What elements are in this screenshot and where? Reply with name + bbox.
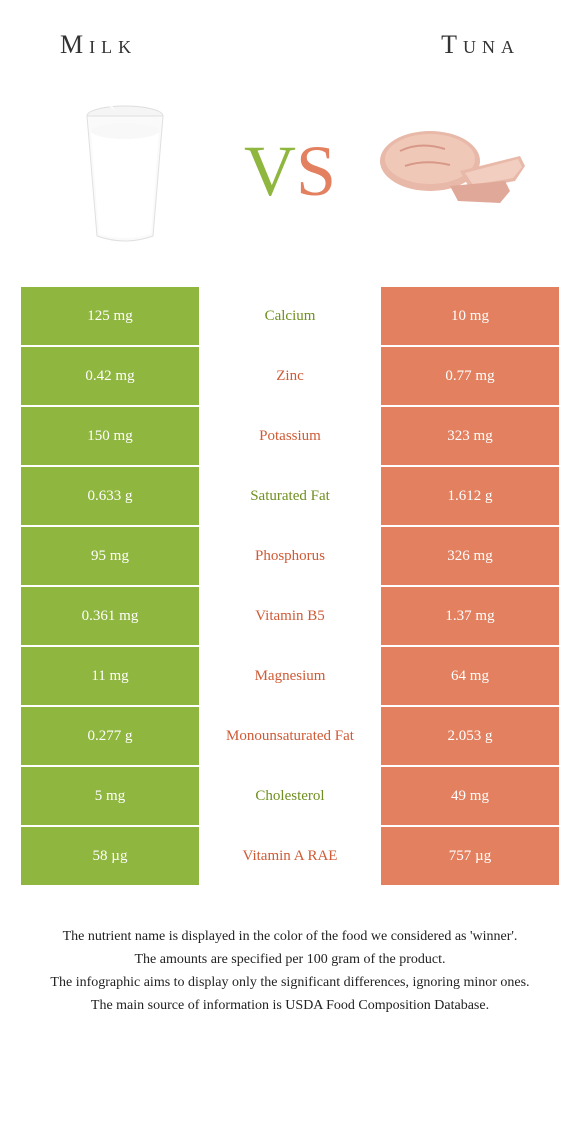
cell-left-value: 125 mg <box>20 286 200 346</box>
food-title-left: Milk <box>60 30 137 60</box>
tuna-image <box>370 86 540 256</box>
footnote-line: The infographic aims to display only the… <box>30 972 550 993</box>
footnote: The nutrient name is displayed in the co… <box>20 926 560 1016</box>
table-row: 150 mgPotassium323 mg <box>20 406 560 466</box>
cell-right-value: 323 mg <box>380 406 560 466</box>
cell-right-value: 0.77 mg <box>380 346 560 406</box>
table-row: 125 mgCalcium10 mg <box>20 286 560 346</box>
vs-s: S <box>296 130 336 213</box>
cell-left-value: 0.361 mg <box>20 586 200 646</box>
table-row: 11 mgMagnesium64 mg <box>20 646 560 706</box>
cell-left-value: 0.633 g <box>20 466 200 526</box>
cell-nutrient-label: Monounsaturated Fat <box>200 706 380 766</box>
cell-left-value: 0.277 g <box>20 706 200 766</box>
cell-right-value: 326 mg <box>380 526 560 586</box>
cell-right-value: 49 mg <box>380 766 560 826</box>
header-row: Milk Tuna <box>20 20 560 76</box>
table-row: 58 µgVitamin A RAE757 µg <box>20 826 560 886</box>
cell-nutrient-label: Saturated Fat <box>200 466 380 526</box>
table-row: 0.633 gSaturated Fat1.612 g <box>20 466 560 526</box>
cell-right-value: 1.612 g <box>380 466 560 526</box>
cell-left-value: 0.42 mg <box>20 346 200 406</box>
images-row: VS <box>20 76 560 286</box>
milk-image <box>40 86 210 256</box>
nutrient-table: 125 mgCalcium10 mg0.42 mgZinc0.77 mg150 … <box>20 286 560 886</box>
cell-right-value: 757 µg <box>380 826 560 886</box>
cell-left-value: 11 mg <box>20 646 200 706</box>
footnote-line: The main source of information is USDA F… <box>30 995 550 1016</box>
cell-right-value: 1.37 mg <box>380 586 560 646</box>
table-row: 5 mgCholesterol49 mg <box>20 766 560 826</box>
cell-nutrient-label: Potassium <box>200 406 380 466</box>
cell-left-value: 58 µg <box>20 826 200 886</box>
cell-nutrient-label: Calcium <box>200 286 380 346</box>
cell-nutrient-label: Vitamin B5 <box>200 586 380 646</box>
table-row: 95 mgPhosphorus326 mg <box>20 526 560 586</box>
cell-nutrient-label: Magnesium <box>200 646 380 706</box>
cell-left-value: 95 mg <box>20 526 200 586</box>
cell-right-value: 64 mg <box>380 646 560 706</box>
table-row: 0.361 mgVitamin B51.37 mg <box>20 586 560 646</box>
cell-nutrient-label: Phosphorus <box>200 526 380 586</box>
food-title-right: Tuna <box>441 30 520 60</box>
cell-nutrient-label: Vitamin A RAE <box>200 826 380 886</box>
cell-left-value: 5 mg <box>20 766 200 826</box>
footnote-line: The nutrient name is displayed in the co… <box>30 926 550 947</box>
cell-right-value: 10 mg <box>380 286 560 346</box>
cell-nutrient-label: Cholesterol <box>200 766 380 826</box>
cell-right-value: 2.053 g <box>380 706 560 766</box>
vs-v: V <box>244 130 296 213</box>
vs-label: VS <box>244 130 336 213</box>
table-row: 0.42 mgZinc0.77 mg <box>20 346 560 406</box>
cell-left-value: 150 mg <box>20 406 200 466</box>
footnote-line: The amounts are specified per 100 gram o… <box>30 949 550 970</box>
table-row: 0.277 gMonounsaturated Fat2.053 g <box>20 706 560 766</box>
cell-nutrient-label: Zinc <box>200 346 380 406</box>
